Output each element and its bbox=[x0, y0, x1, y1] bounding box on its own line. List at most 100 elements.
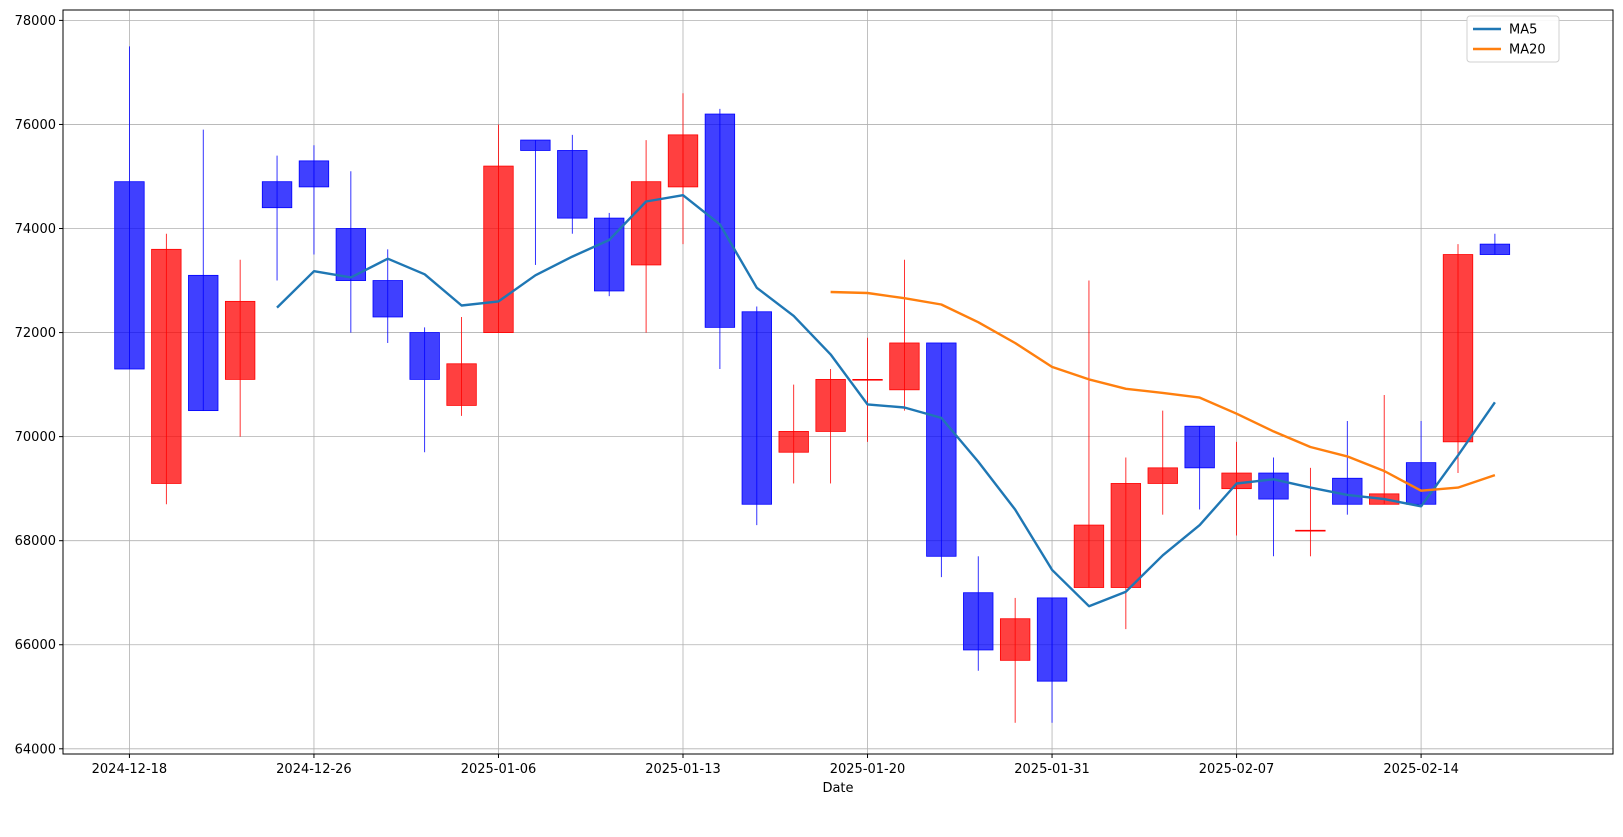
candle-body bbox=[1295, 529, 1326, 532]
candle-body bbox=[409, 332, 440, 380]
candle-body bbox=[815, 378, 846, 432]
x-tick-label: 2024-12-18 bbox=[92, 762, 168, 777]
candle-down bbox=[1479, 233, 1511, 255]
candle-up bbox=[151, 233, 182, 505]
legend-label-ma5: MA5 bbox=[1509, 23, 1537, 38]
candle-body bbox=[151, 248, 182, 484]
candle-up bbox=[1442, 244, 1474, 474]
candle-body bbox=[630, 181, 662, 266]
candle-body bbox=[926, 342, 957, 557]
candle-body bbox=[224, 300, 256, 380]
candle-down bbox=[409, 327, 440, 453]
candle-body bbox=[1073, 524, 1105, 588]
candle-body bbox=[1184, 425, 1215, 469]
candle-body bbox=[741, 311, 772, 505]
y-tick-label: 72000 bbox=[15, 326, 56, 341]
candle-body bbox=[1405, 462, 1437, 505]
candle-body bbox=[483, 165, 514, 333]
candle-up bbox=[1147, 410, 1178, 515]
candle-body bbox=[999, 618, 1031, 661]
candle-body bbox=[446, 363, 477, 406]
candle-body bbox=[889, 342, 920, 391]
candle-down bbox=[261, 155, 293, 281]
candle-body bbox=[1110, 483, 1142, 588]
candle-down bbox=[1036, 597, 1068, 723]
candle-body bbox=[1332, 477, 1363, 505]
candle-up bbox=[778, 384, 809, 484]
y-tick-label: 70000 bbox=[15, 430, 56, 445]
candle-body bbox=[261, 181, 293, 209]
candle-down bbox=[372, 249, 403, 343]
candle-body bbox=[372, 280, 403, 318]
candle-down bbox=[298, 145, 330, 255]
candle-body bbox=[557, 150, 588, 219]
moving-average-lines bbox=[276, 194, 1496, 608]
ma5-line bbox=[276, 194, 1496, 608]
candle-down bbox=[1258, 457, 1289, 557]
candle-body bbox=[1258, 472, 1289, 500]
x-tick-label: 2025-02-07 bbox=[1199, 762, 1275, 777]
candle-body bbox=[1479, 243, 1511, 255]
candle-body bbox=[335, 228, 367, 281]
candle-body bbox=[114, 181, 145, 370]
candle-down bbox=[114, 46, 145, 370]
legend: MA5 MA20 bbox=[1466, 15, 1560, 63]
candle-body bbox=[1036, 597, 1068, 682]
candle-body bbox=[963, 592, 994, 651]
candle-body bbox=[852, 378, 883, 381]
candle-up bbox=[815, 368, 846, 484]
candle-up bbox=[446, 316, 477, 416]
legend-box bbox=[1466, 15, 1560, 63]
candles bbox=[114, 46, 1511, 723]
candle-up bbox=[1073, 280, 1105, 588]
y-tick-label: 68000 bbox=[15, 534, 56, 549]
candle-down bbox=[520, 139, 551, 265]
axes: 64000 66000 68000 70000 72000 74000 76000 78000… bbox=[15, 14, 1459, 777]
x-axis-label: Date bbox=[822, 781, 853, 796]
y-tick-label: 76000 bbox=[15, 118, 56, 133]
candle-up bbox=[999, 597, 1031, 723]
candle-down bbox=[741, 306, 772, 526]
candle-down bbox=[188, 129, 219, 412]
y-tick-label: 66000 bbox=[15, 638, 56, 653]
candle-body bbox=[298, 160, 330, 188]
candle-up bbox=[852, 337, 883, 442]
candle-up bbox=[1369, 395, 1400, 505]
x-tick-label: 2025-02-14 bbox=[1383, 762, 1459, 777]
x-tick-label: 2025-01-20 bbox=[830, 762, 906, 777]
x-tick-label: 2025-01-31 bbox=[1014, 762, 1090, 777]
candle-body bbox=[1147, 467, 1178, 484]
y-tick-label: 64000 bbox=[15, 742, 56, 757]
candle-body bbox=[1442, 254, 1474, 443]
candle-down bbox=[704, 108, 736, 369]
candle-body bbox=[188, 274, 219, 412]
candle-down bbox=[926, 342, 957, 578]
candle-body bbox=[704, 113, 736, 328]
y-tick-label: 78000 bbox=[15, 14, 56, 29]
candle-body bbox=[1221, 472, 1252, 490]
legend-label-ma20: MA20 bbox=[1509, 43, 1546, 58]
candle-up bbox=[1295, 467, 1326, 557]
candle-up bbox=[1110, 457, 1142, 630]
x-tick-label: 2025-01-06 bbox=[461, 762, 537, 777]
candle-down bbox=[963, 556, 994, 671]
x-tick-label: 2024-12-26 bbox=[276, 762, 352, 777]
candle-down bbox=[594, 212, 625, 297]
x-tick-label: 2025-01-13 bbox=[645, 762, 721, 777]
candle-body bbox=[778, 431, 809, 453]
candle-up bbox=[1221, 441, 1252, 536]
ma20-line bbox=[830, 290, 1496, 492]
candle-up bbox=[483, 124, 514, 333]
candle-down bbox=[1332, 421, 1363, 515]
candle-down bbox=[335, 171, 367, 333]
candle-up bbox=[224, 259, 256, 437]
candle-up bbox=[667, 93, 699, 245]
candle-down bbox=[1184, 425, 1215, 510]
candle-up bbox=[630, 140, 662, 333]
candle-body bbox=[667, 134, 699, 188]
plot-frame bbox=[62, 9, 1614, 755]
candle-up bbox=[889, 259, 920, 411]
y-tick-label: 74000 bbox=[15, 222, 56, 237]
